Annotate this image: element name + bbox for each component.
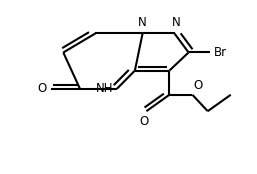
Text: Br: Br xyxy=(214,46,227,59)
Text: O: O xyxy=(194,79,203,92)
Text: O: O xyxy=(139,115,149,128)
Text: N: N xyxy=(138,16,147,29)
Text: O: O xyxy=(38,82,47,95)
Text: N: N xyxy=(171,16,180,29)
Text: NH: NH xyxy=(96,82,113,95)
